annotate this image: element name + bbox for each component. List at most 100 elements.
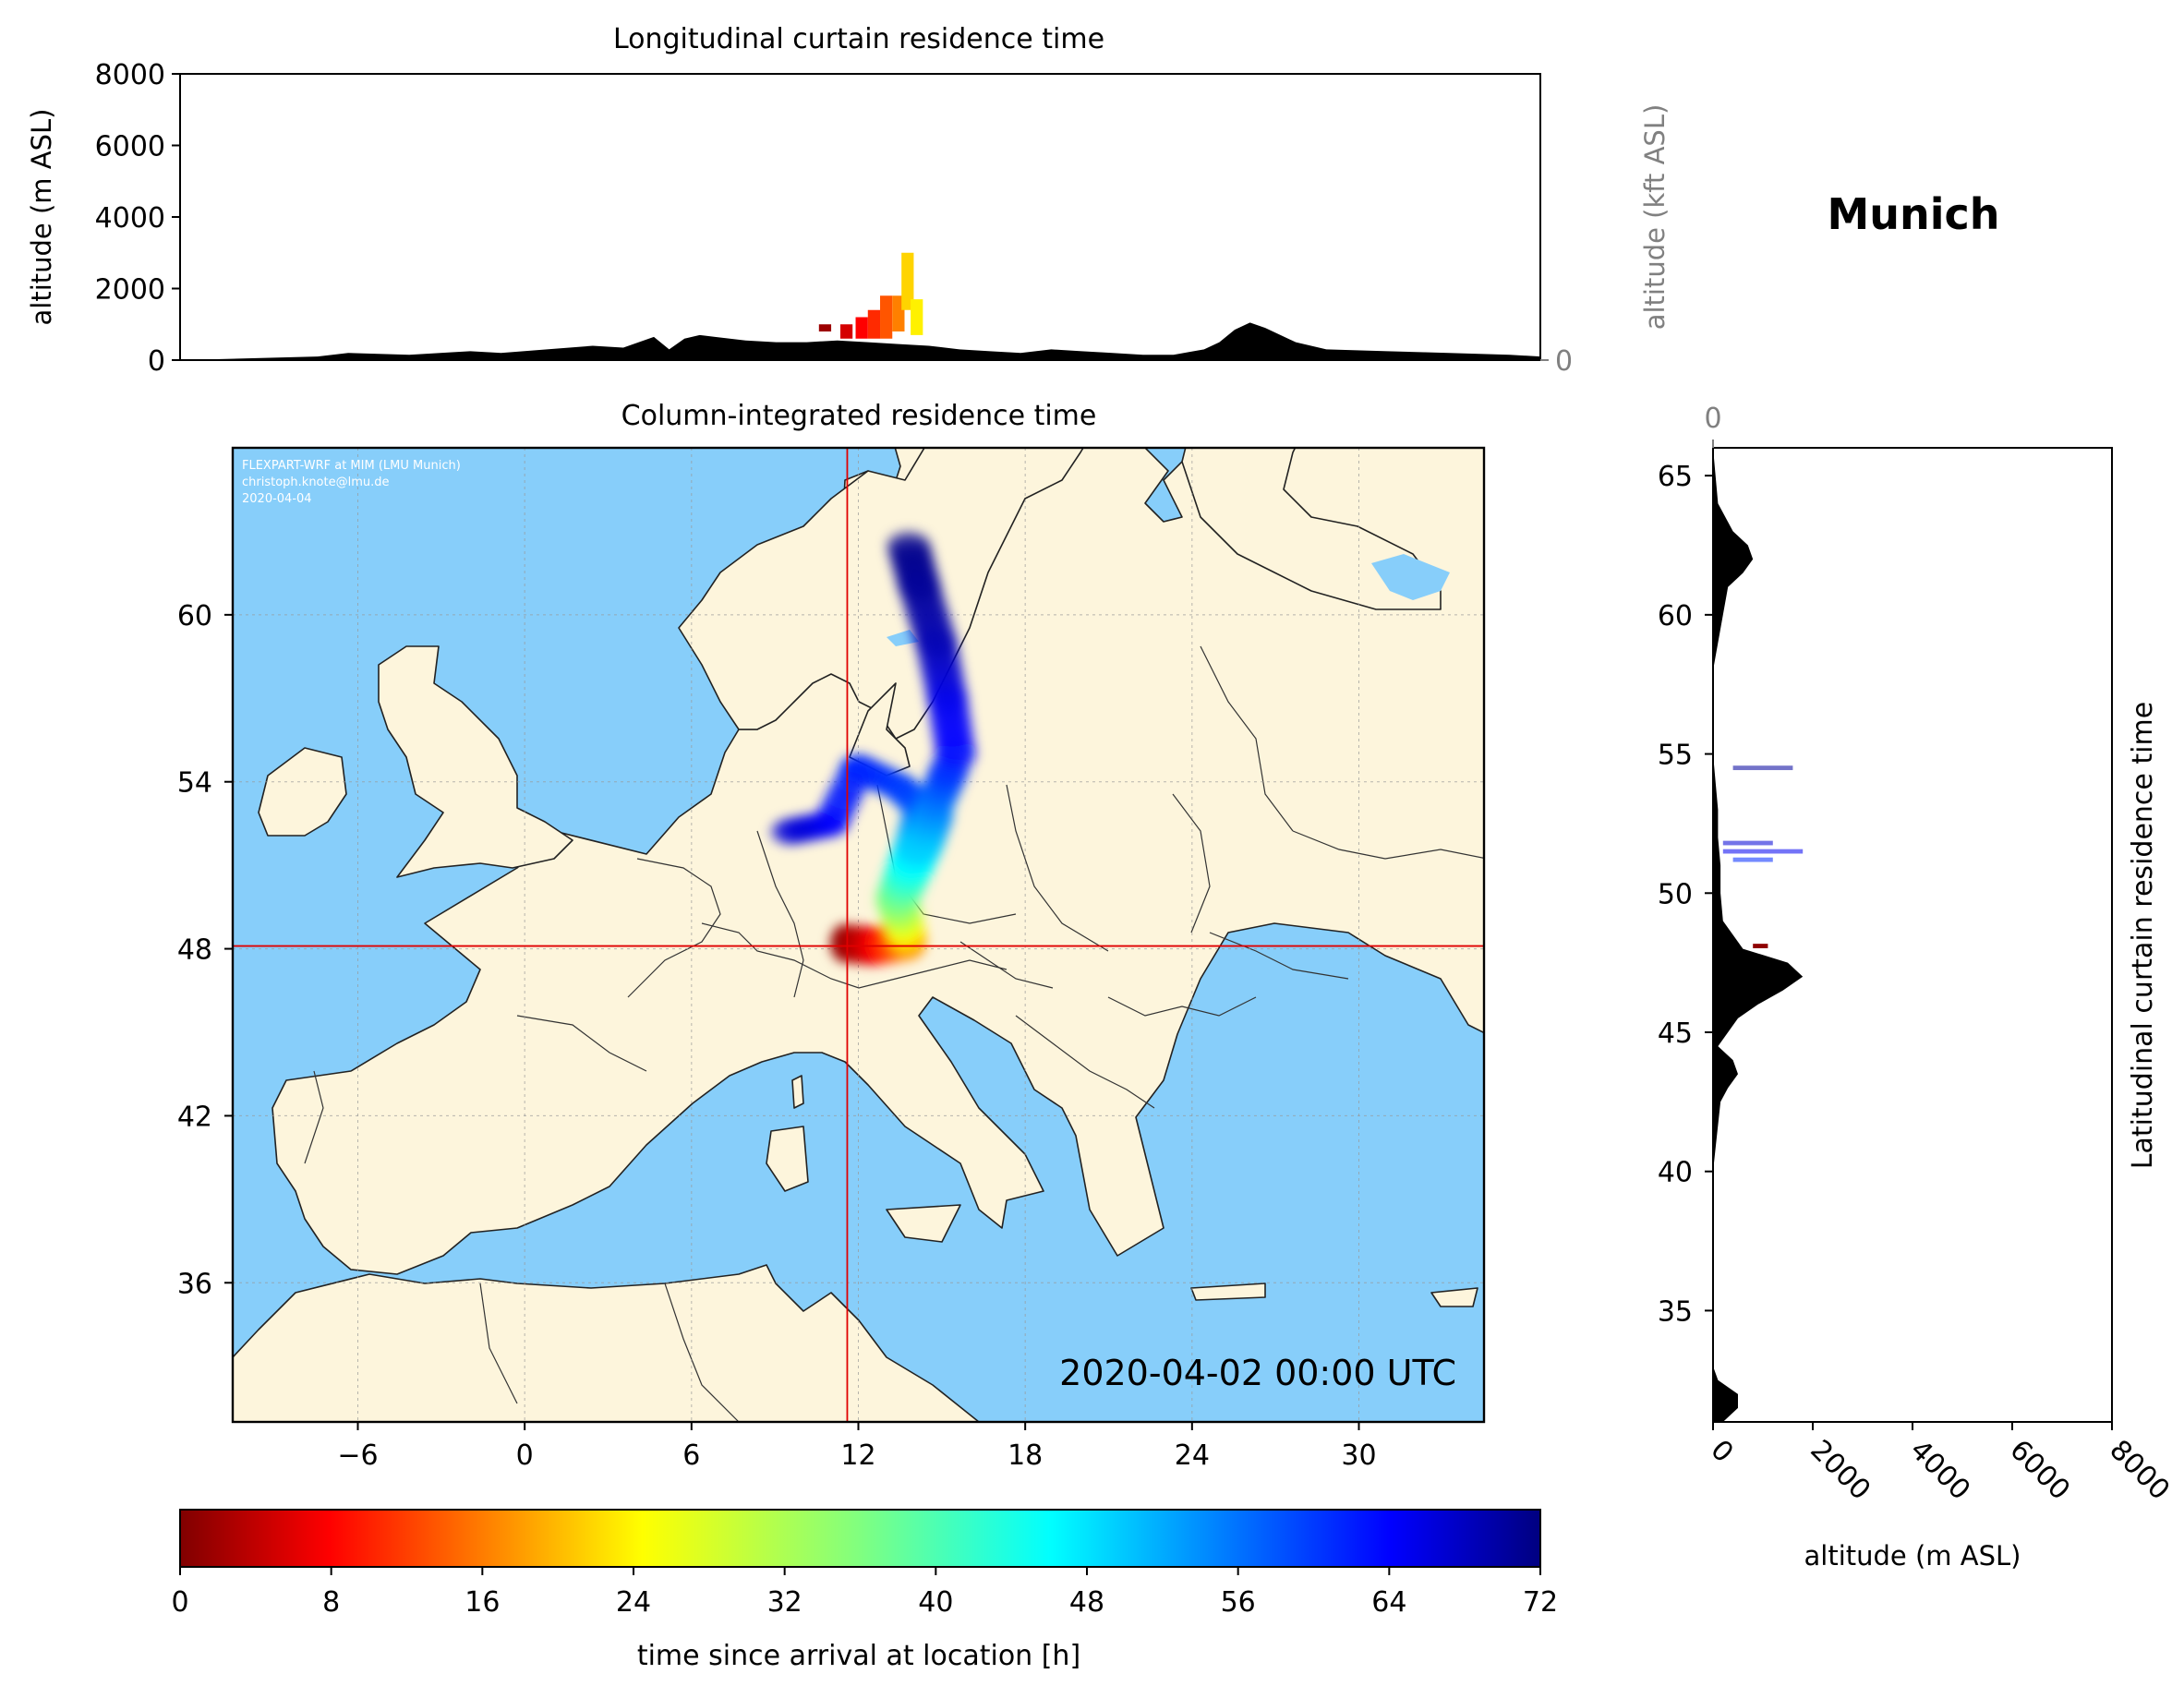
location-title: Munich bbox=[1827, 189, 1999, 239]
lat-plume-cell bbox=[1753, 944, 1768, 948]
longitudinal-terrain bbox=[180, 322, 1540, 360]
lat-ytick-label: 60 bbox=[1658, 600, 1693, 632]
longitudinal-left-axis: 0 2000 4000 6000 8000 bbox=[95, 59, 180, 378]
colorbar-tick-label: 72 bbox=[1523, 1586, 1558, 1619]
land-north-africa bbox=[233, 1264, 981, 1422]
lat-ytick-label: 50 bbox=[1658, 878, 1693, 910]
map-xtick-label: 6 bbox=[682, 1439, 700, 1472]
lat-xtick-label: 0 bbox=[1704, 1434, 1739, 1469]
lat-plume-cell bbox=[1722, 840, 1773, 846]
lat-xtick-label: 6000 bbox=[2003, 1434, 2076, 1507]
latitudinal-grid bbox=[1712, 448, 1714, 1422]
plume-blob bbox=[886, 530, 931, 560]
latitudinal-bottom-axis: 0 2000 4000 6000 8000 bbox=[1704, 1422, 2176, 1507]
longitudinal-ylabel: altitude (m ASL) bbox=[26, 109, 57, 326]
land-scandinavia bbox=[678, 448, 1084, 740]
lat-ytick-label: 65 bbox=[1658, 461, 1693, 493]
land-corsica bbox=[791, 1075, 804, 1109]
latitudinal-xlabel: altitude (m ASL) bbox=[1804, 1540, 2021, 1572]
longitudinal-plume bbox=[818, 252, 923, 339]
lat-ytick-label: 55 bbox=[1658, 740, 1693, 772]
lat-ytick-label: 40 bbox=[1658, 1157, 1693, 1189]
map-xtick-label: 24 bbox=[1175, 1439, 1210, 1472]
longitudinal-curtain-panel: Longitudinal curtain residence time 0 200… bbox=[26, 23, 1671, 378]
colorbar-tick-label: 24 bbox=[616, 1586, 651, 1619]
colorbar-tick-label: 32 bbox=[767, 1586, 802, 1619]
map-ytick-label: 42 bbox=[177, 1101, 212, 1133]
map-panel: Column-integrated residence time bbox=[177, 400, 1486, 1472]
longitudinal-right-axis: 050100 bbox=[1540, 345, 1573, 378]
map-ytick-label: 60 bbox=[177, 600, 212, 632]
lake-ladoga bbox=[1371, 554, 1450, 600]
colorbar-tick-label: 48 bbox=[1069, 1586, 1104, 1619]
lon-plume-cell bbox=[867, 309, 881, 339]
credit-line-2: christoph.knote@lmu.de bbox=[242, 476, 390, 489]
lat-plume-cell bbox=[1732, 765, 1793, 771]
land-continental-europe bbox=[271, 448, 1484, 1275]
lon-plume-cell bbox=[901, 252, 914, 310]
lat-ytick-label: 45 bbox=[1658, 1018, 1693, 1050]
colorbar-tick-label: 0 bbox=[171, 1586, 188, 1619]
lon-plume-cell bbox=[911, 299, 923, 335]
map-xtick-label: 0 bbox=[516, 1439, 534, 1472]
latitudinal-frame bbox=[1712, 447, 2113, 1423]
map-xtick-label: 30 bbox=[1341, 1439, 1376, 1472]
lat-xtick-top-label: 0 bbox=[1704, 403, 1721, 435]
lon-plume-cell bbox=[880, 295, 893, 339]
lat-xtick-label: 2000 bbox=[1804, 1434, 1876, 1507]
longitudinal-ylabel-right: altitude (kft ASL) bbox=[1639, 104, 1671, 331]
map-title: Column-integrated residence time bbox=[621, 400, 1097, 432]
credit-line-1: FLEXPART-WRF at MIM (LMU Munich) bbox=[242, 459, 461, 473]
map-latitude-axis: 36 42 48 54 60 bbox=[177, 600, 233, 1300]
colorbar bbox=[179, 1509, 1541, 1568]
colorbar-tick-label: 8 bbox=[322, 1586, 340, 1619]
latitudinal-plume bbox=[1722, 765, 1804, 948]
land-sardinia bbox=[766, 1126, 809, 1192]
lat-xtick-label: 4000 bbox=[1903, 1434, 1976, 1507]
lon-ytick-label: 4000 bbox=[95, 202, 165, 235]
inland-lakes bbox=[887, 554, 1450, 646]
map-ytick-label: 36 bbox=[177, 1268, 212, 1300]
lat-xtick-label: 8000 bbox=[2103, 1434, 2176, 1507]
land-cyprus bbox=[1430, 1287, 1478, 1307]
lon-plume-cell bbox=[818, 324, 832, 331]
colorbar-label: time since arrival at location [h] bbox=[637, 1640, 1080, 1672]
colorbar-tick-label: 64 bbox=[1371, 1586, 1406, 1619]
lat-plume-cell bbox=[1722, 849, 1804, 854]
longitudinal-title: Longitudinal curtain residence time bbox=[613, 23, 1104, 55]
map-ytick-label: 54 bbox=[177, 767, 212, 800]
lon-ytick-label: 8000 bbox=[95, 59, 165, 91]
lon-ytick-label: 6000 bbox=[95, 131, 165, 163]
latitudinal-title: Latitudinal curtain residence time bbox=[2127, 702, 2159, 1169]
colorbar-tick-label: 56 bbox=[1221, 1586, 1256, 1619]
colorbar-panel: 0 8 16 24 32 40 48 56 64 72 time since arrival at… bbox=[171, 1509, 1558, 1672]
residence-time-plume bbox=[769, 530, 977, 966]
land-sicily bbox=[886, 1204, 961, 1243]
lat-plume-cell bbox=[1732, 857, 1773, 862]
latitudinal-top-axis: 050100 bbox=[1704, 403, 1722, 448]
land-crete bbox=[1190, 1283, 1266, 1301]
lat-ytick-label: 35 bbox=[1658, 1295, 1693, 1328]
plume-blob bbox=[769, 818, 808, 846]
land-ireland bbox=[258, 747, 347, 837]
lon-ytick-label: 0 bbox=[148, 345, 165, 378]
map-ytick-label: 48 bbox=[177, 934, 212, 967]
colorbar-tick-label: 16 bbox=[465, 1586, 500, 1619]
lon-ytick-label: 2000 bbox=[95, 274, 165, 307]
latitudinal-left-axis: 35 40 45 50 55 60 65 bbox=[1658, 461, 1713, 1328]
land-britain bbox=[378, 645, 573, 878]
credit-line-3: 2020-04-04 bbox=[242, 492, 312, 506]
map-xtick-label: 18 bbox=[1008, 1439, 1043, 1472]
lon-ytick-right-label: 0 bbox=[1555, 345, 1573, 378]
map-xtick-label: 12 bbox=[840, 1439, 875, 1472]
map-timestamp: 2020-04-02 00:00 UTC bbox=[1059, 1353, 1456, 1393]
map-credit: FLEXPART-WRF at MIM (LMU Munich) christo… bbox=[242, 459, 461, 506]
latitudinal-terrain bbox=[1713, 448, 1804, 1422]
map-xtick-label: −6 bbox=[337, 1439, 378, 1472]
map-longitude-axis: −6 0 6 12 18 24 30 bbox=[337, 1422, 1377, 1472]
lon-plume-cell bbox=[839, 324, 853, 339]
colorbar-tick-label: 40 bbox=[918, 1586, 953, 1619]
lake-vanern bbox=[887, 630, 919, 646]
colorbar-ticks: 0 8 16 24 32 40 48 56 64 72 bbox=[171, 1567, 1558, 1619]
